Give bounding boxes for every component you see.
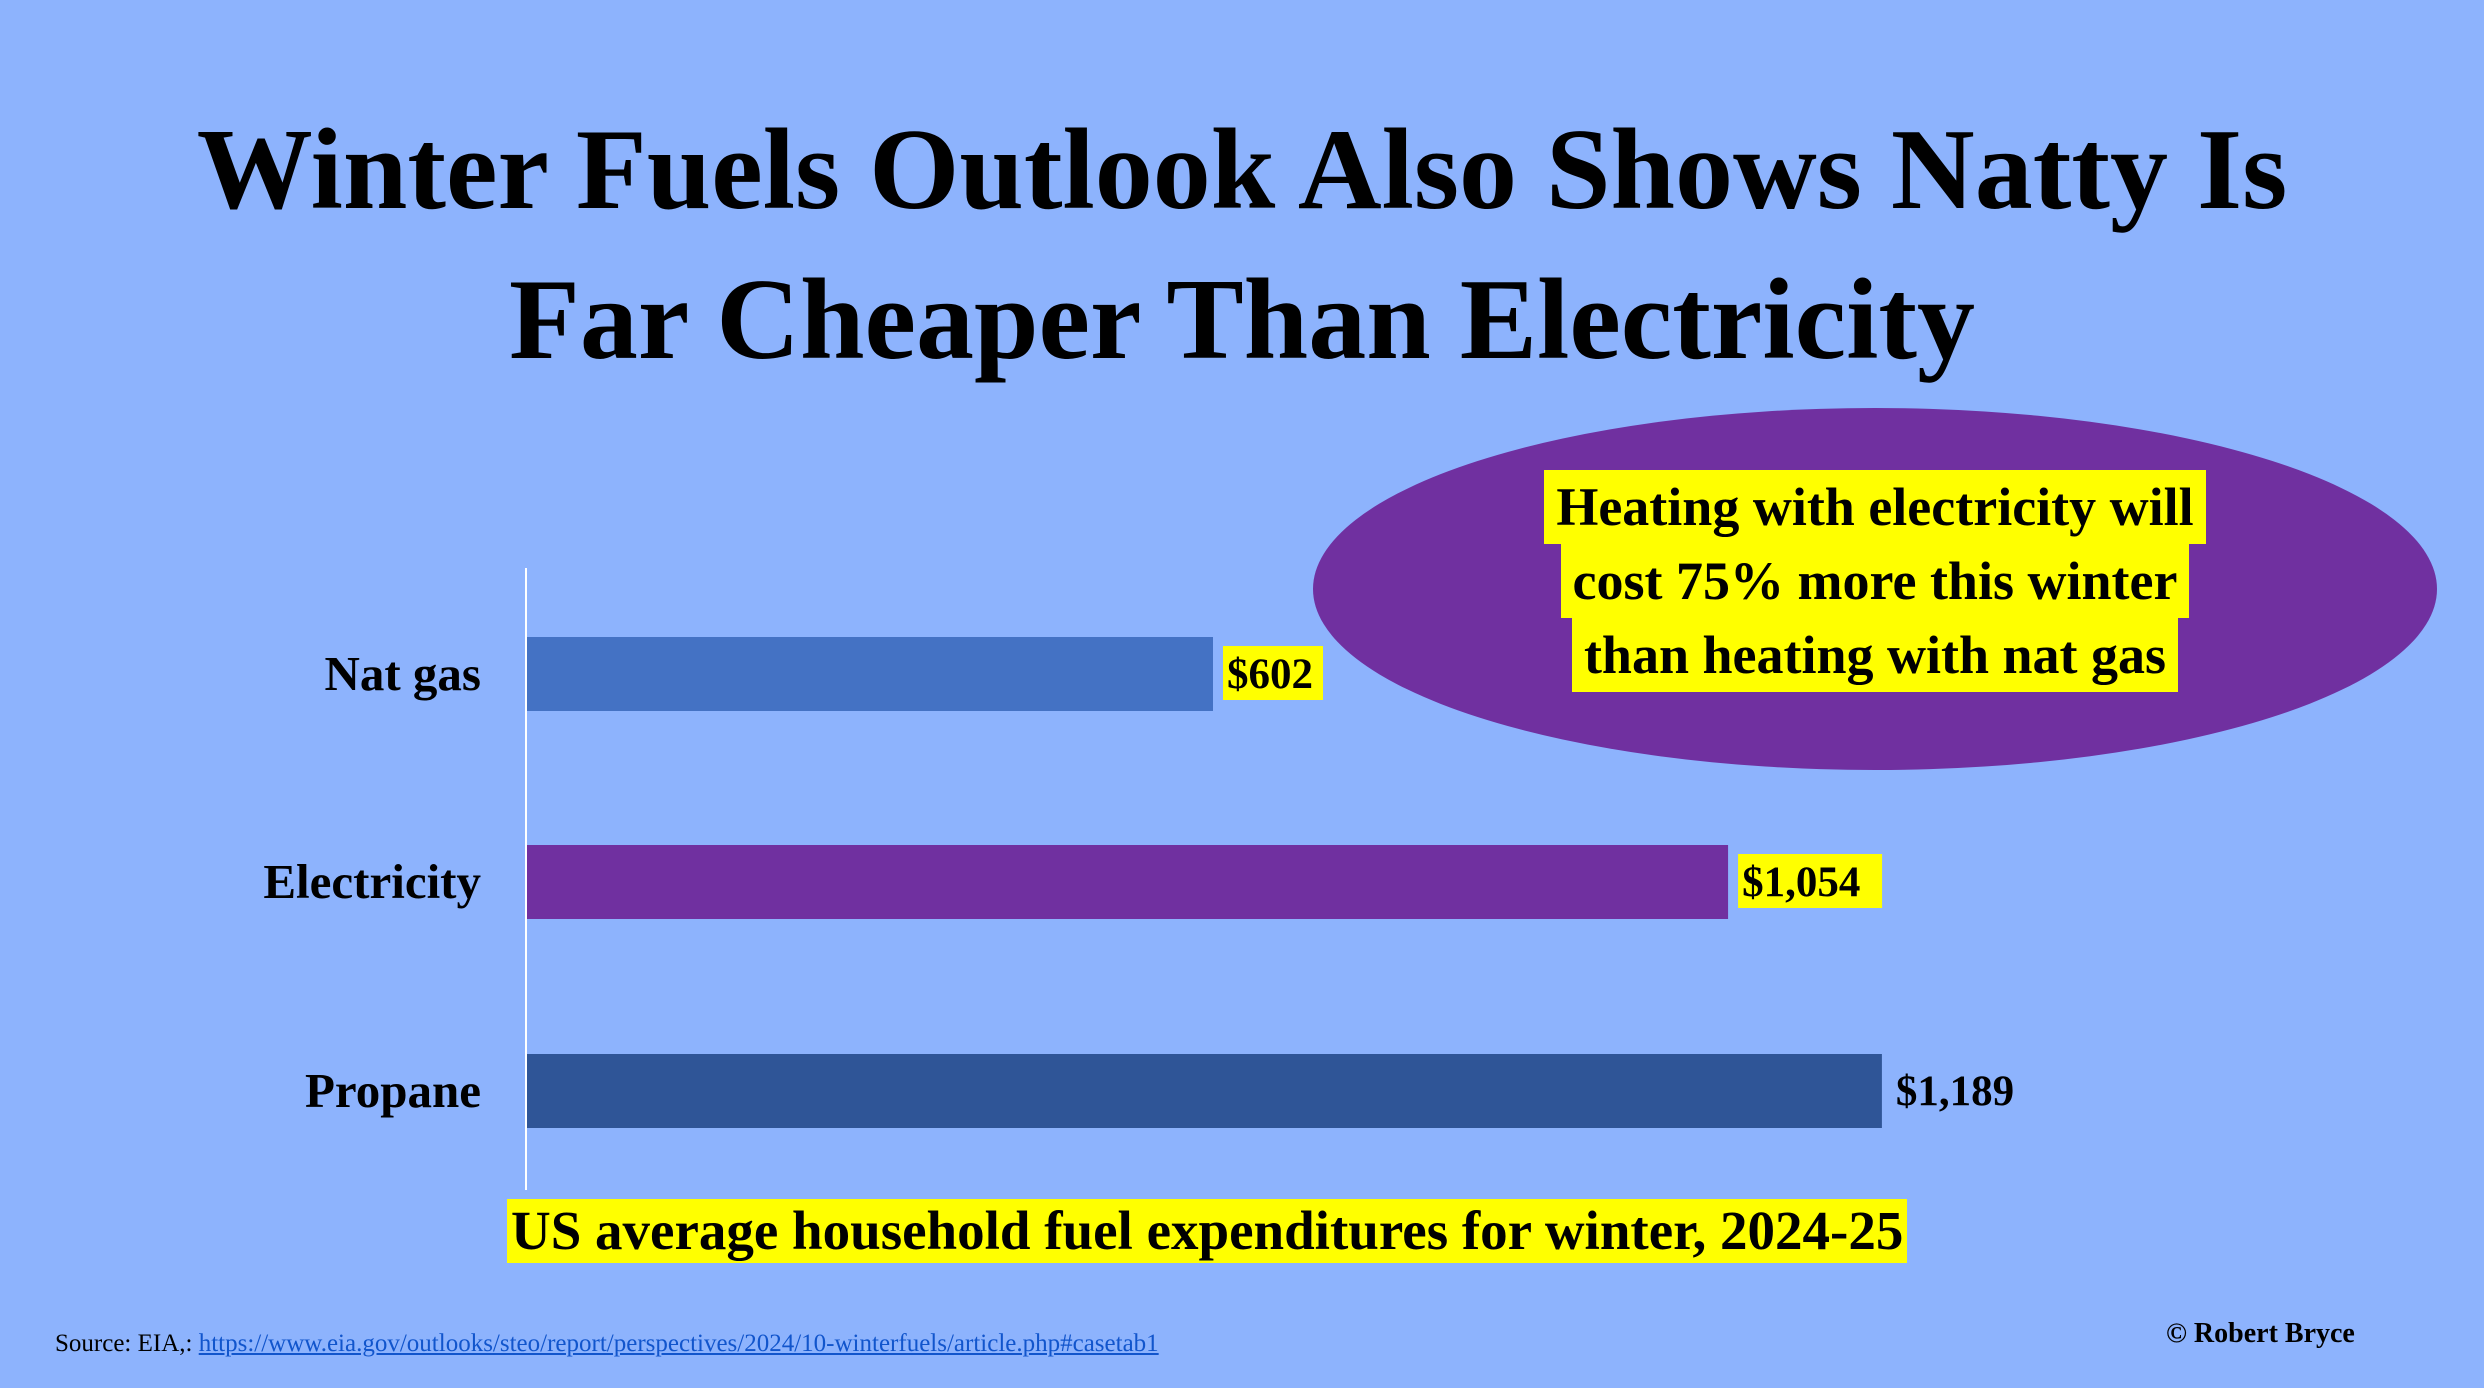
source-note: Source: EIA,: https://www.eia.gov/outloo…	[55, 1330, 1159, 1358]
category-label: Electricity	[263, 854, 481, 909]
data-label: $1,189	[1896, 1068, 2014, 1115]
source-link[interactable]: https://www.eia.gov/outlooks/steo/report…	[198, 1330, 1159, 1357]
chart-caption: US average household fuel expenditures f…	[507, 1199, 1908, 1263]
bar-group: Nat gas $602 Electricity $1,054 Propane $1,18…	[263, 637, 2014, 1128]
title-line-1: Winter Fuels Outlook Also Shows Natty Is	[196, 106, 2288, 234]
callout-line-1: Heating with electricity will	[1544, 470, 2206, 544]
bar-electricity	[527, 845, 1729, 919]
data-label-highlight	[1223, 646, 1323, 700]
callout-line-2: cost 75% more this winter	[1560, 544, 2190, 618]
callout-line-3: than heating with nat gas	[1571, 618, 2179, 692]
source-prefix: Source: EIA,:	[55, 1330, 193, 1357]
copyright-credit: © Robert Bryce	[2166, 1318, 2355, 1349]
title-line-2: Far Cheaper Than Electricity	[509, 256, 1975, 384]
data-label: $602	[1227, 651, 1313, 698]
category-label: Nat gas	[324, 646, 481, 701]
page-title: Winter Fuels Outlook Also Shows Natty Is…	[0, 95, 2484, 395]
callout-ellipse: Heating with electricity will cost 75% m…	[1313, 408, 2437, 770]
data-label-highlight	[1738, 854, 1883, 908]
category-label: Propane	[305, 1063, 481, 1118]
data-label: $1,054	[1742, 859, 1860, 906]
bar-nat-gas	[527, 637, 1213, 711]
bar-propane	[527, 1054, 1882, 1128]
